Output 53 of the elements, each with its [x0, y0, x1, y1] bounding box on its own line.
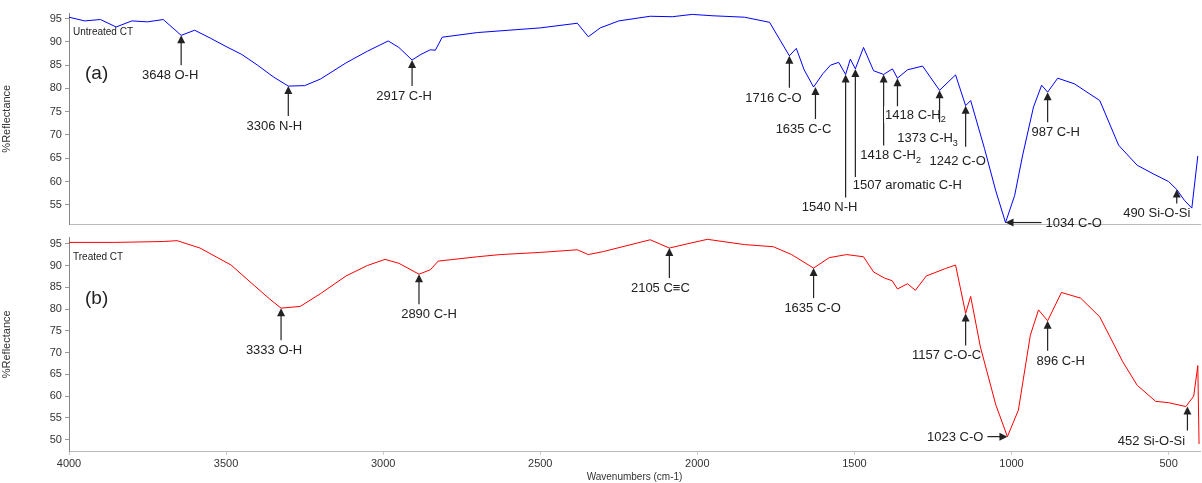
y-tick-label: 65	[49, 367, 62, 380]
annotation: 987 C-H	[1031, 124, 1080, 140]
x-tick-label: 3500	[213, 456, 239, 469]
y-tick-label: 55	[49, 410, 62, 423]
annotation: 1507 aromatic C-H	[852, 176, 962, 192]
series-label: Treated CT	[73, 250, 124, 262]
annotation: (a)	[85, 62, 109, 83]
x-tick-label: 500	[1159, 456, 1178, 469]
y-tick-label: 75	[49, 104, 62, 117]
x-tick-label: 4000	[56, 456, 82, 469]
y-tick-label: 60	[49, 174, 62, 187]
y-axis-title: %Reflectance	[0, 310, 12, 379]
annotation: 3333 O-H	[245, 342, 303, 358]
x-tick-label: 2000	[685, 456, 710, 469]
y-tick-label: 75	[49, 323, 62, 336]
y-tick-label: 95	[49, 236, 62, 249]
y-axis-title: %Reflectance	[0, 84, 12, 153]
y-tick-label: 55	[49, 197, 62, 210]
y-tick-label: 85	[49, 58, 62, 71]
x-axis-title: Wavenumbers (cm-1)	[586, 470, 683, 482]
y-tick-label: 90	[49, 258, 62, 271]
y-tick-label: 50	[49, 432, 62, 445]
y-tick-label: 95	[49, 11, 62, 24]
y-tick-label: 90	[49, 34, 62, 47]
annotation: 3648 O-H	[141, 67, 199, 83]
y-tick-label: 70	[49, 345, 62, 358]
series-label: Untreated CT	[73, 26, 134, 37]
x-tick-label: 1500	[842, 456, 867, 469]
annotation: 1716 C-O	[745, 89, 802, 105]
annotation: 490 Si-O-Si	[1123, 205, 1191, 221]
annotation: 1242 C-O	[929, 152, 986, 168]
annotation: 452 Si-O-Si	[1117, 432, 1186, 448]
annotation: 1635 C-O	[784, 300, 841, 316]
annotation: 1034 C-O	[1045, 214, 1102, 230]
annotation: 896 C-H	[1036, 352, 1085, 368]
y-tick-label: 80	[49, 81, 62, 94]
annotation: 1157 C-O-C	[912, 347, 982, 363]
x-tick-label: 3000	[370, 456, 396, 469]
annotation: 2890 C-H	[401, 306, 457, 322]
annotation: 1635 C-C	[775, 121, 832, 137]
y-tick-label: 65	[49, 151, 62, 164]
y-tick-label: 80	[49, 302, 62, 315]
x-tick-label: 1000	[999, 456, 1024, 469]
annotation: 3306 N-H	[246, 118, 303, 134]
annotation: 1023 C-O	[927, 428, 984, 444]
y-tick-label: 70	[49, 128, 62, 141]
y-tick-label: 60	[49, 389, 62, 402]
annotation: (b)	[85, 286, 109, 308]
y-tick-label: 85	[49, 280, 62, 293]
annotation: 2917 C-H	[376, 88, 432, 104]
x-tick-label: 2500	[528, 456, 553, 469]
annotation: 1540 N-H	[801, 199, 858, 215]
annotation: 2105 C≡C	[630, 280, 690, 296]
